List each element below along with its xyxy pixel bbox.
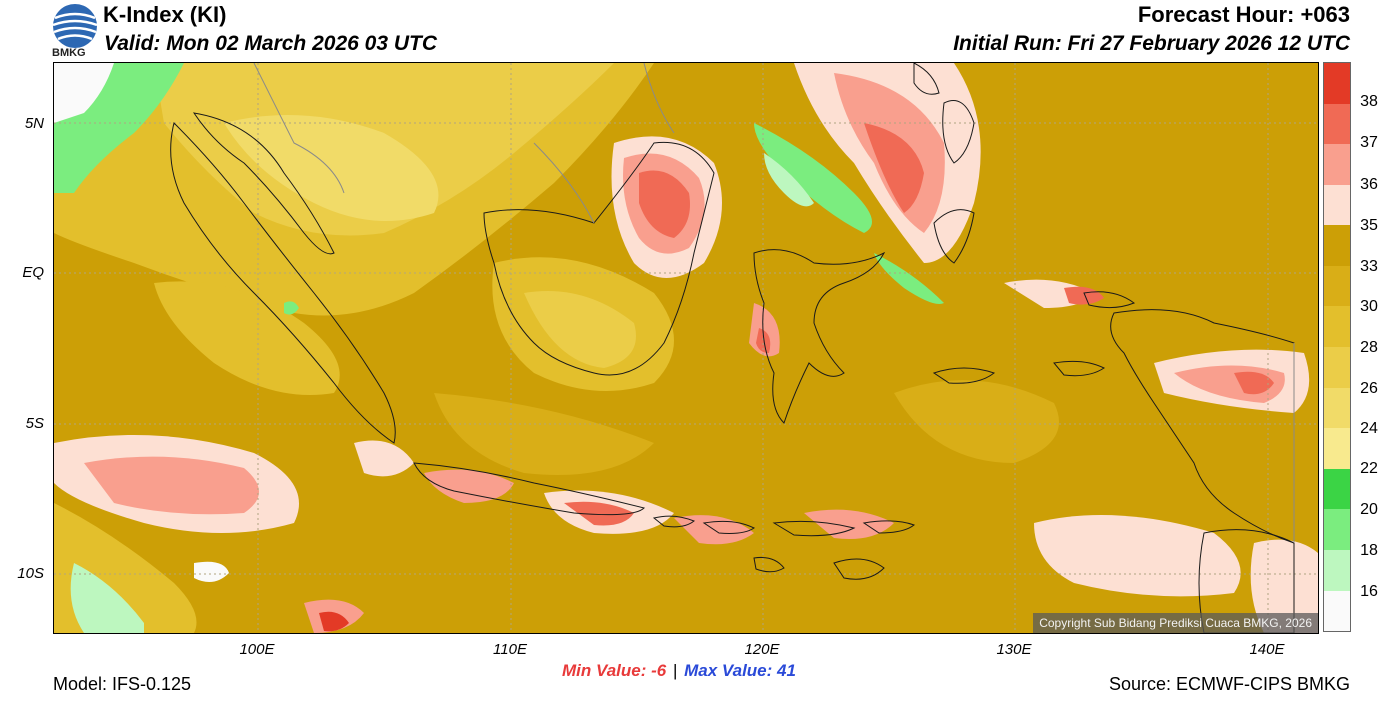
colorbar-swatch [1324, 63, 1350, 104]
colorbar-swatch [1324, 387, 1350, 429]
bmkg-logo: BMKG [50, 2, 100, 60]
colorbar-swatch [1324, 184, 1350, 226]
colorbar-label-35: 35 [1360, 217, 1378, 234]
colorbar-label-30: 30 [1360, 298, 1378, 315]
colorbar-label-22: 22 [1360, 460, 1378, 477]
k-index-field [54, 63, 1318, 633]
colorbar [1323, 62, 1351, 632]
min-value: Min Value: -6 [562, 661, 667, 680]
map-panel: Copyright Sub Bidang Prediksi Cuaca BMKG… [53, 62, 1319, 634]
data-source: Source: ECMWF-CIPS BMKG [1108, 674, 1350, 694]
colorbar-label-37: 37 [1360, 134, 1378, 151]
colorbar-swatch [1324, 468, 1350, 510]
lat-label-10s: 10S [17, 565, 44, 582]
colorbar-label-28: 28 [1360, 339, 1378, 356]
lon-label-120e: 120E [744, 641, 780, 658]
valid-time: Valid: Mon 02 March 2026 03 UTC [104, 32, 437, 55]
colorbar-swatch [1324, 225, 1350, 266]
min-max-separator: | [672, 661, 678, 680]
colorbar-swatch [1324, 306, 1350, 348]
colorbar-swatch [1324, 509, 1350, 550]
lat-label-5s: 5S [25, 415, 44, 432]
copyright-notice: Copyright Sub Bidang Prediksi Cuaca BMKG… [1033, 613, 1318, 633]
colorbar-label-18: 18 [1360, 542, 1378, 559]
colorbar-label-36: 36 [1360, 176, 1378, 193]
model-info: Model: IFS-0.125 [53, 674, 192, 694]
forecast-hour: Forecast Hour: +063 [1137, 2, 1350, 27]
colorbar-swatch [1324, 103, 1350, 145]
colorbar-swatch [1324, 549, 1350, 591]
colorbar-swatch [1324, 144, 1350, 185]
colorbar-label-20: 20 [1360, 501, 1378, 518]
colorbar-label-33: 33 [1360, 258, 1378, 275]
colorbar-swatch [1324, 428, 1350, 469]
chart-title: K-Index (KI) [103, 2, 227, 27]
colorbar-swatch [1324, 265, 1350, 307]
colorbar-label-16: 16 [1360, 583, 1378, 600]
colorbar-label-24: 24 [1360, 420, 1378, 437]
lat-label-5n: 5N [24, 115, 44, 132]
colorbar-label-26: 26 [1360, 380, 1378, 397]
colorbar-swatch [1324, 347, 1350, 388]
lon-label-130e: 130E [996, 641, 1032, 658]
lat-label-eq: EQ [22, 264, 44, 281]
max-value: Max Value: 41 [684, 661, 796, 680]
colorbar-label-38: 38 [1360, 93, 1378, 110]
initial-run: Initial Run: Fri 27 February 2026 12 UTC [953, 32, 1350, 55]
colorbar-swatch [1324, 590, 1350, 632]
lon-label-110e: 110E [493, 641, 527, 658]
min-max-values: Min Value: -6 | Max Value: 41 [562, 661, 796, 681]
lon-label-140e: 140E [1249, 641, 1285, 658]
lon-label-100e: 100E [239, 641, 275, 658]
bmkg-logo-icon [52, 4, 98, 48]
logo-text: BMKG [52, 47, 86, 59]
